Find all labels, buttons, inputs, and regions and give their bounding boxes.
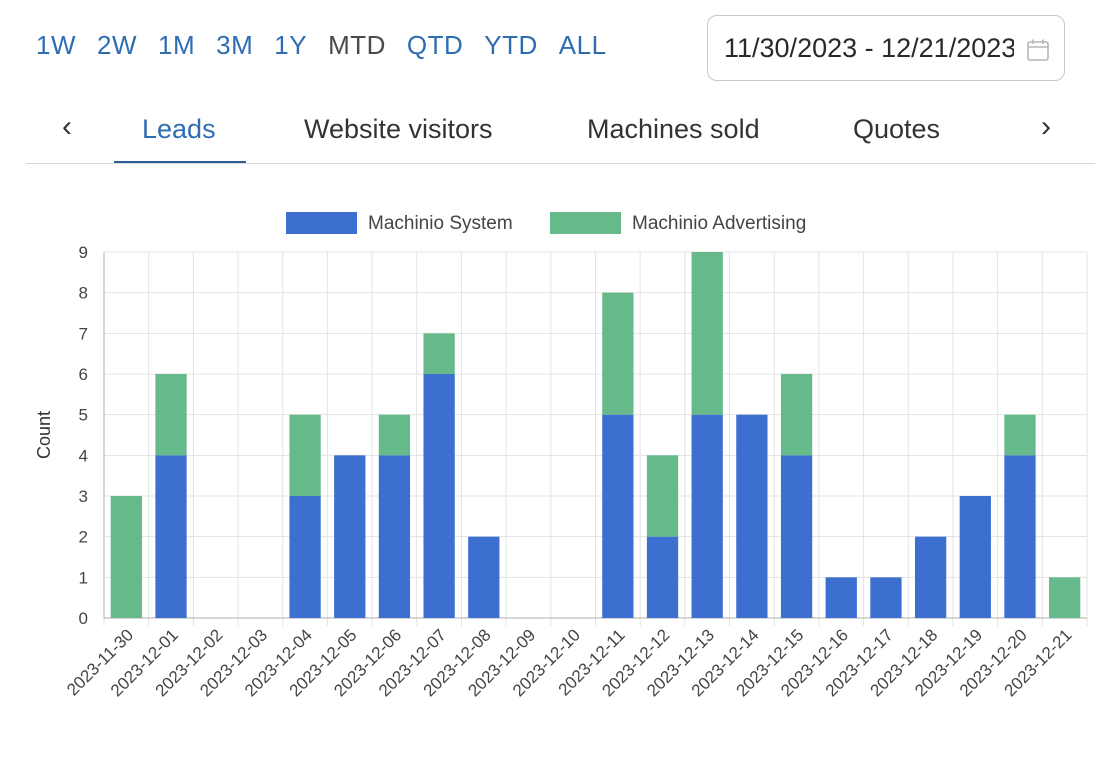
- bar-system: [289, 496, 321, 618]
- bar-system: [468, 536, 500, 618]
- bar-system: [155, 455, 187, 618]
- y-tick-label: 9: [79, 243, 88, 262]
- range-button-ytd[interactable]: YTD: [484, 30, 538, 60]
- legend-swatch: [286, 212, 357, 234]
- bar-system: [914, 536, 947, 618]
- bar-system: [780, 455, 813, 618]
- bar-system: [646, 536, 679, 618]
- range-button-qtd[interactable]: QTD: [406, 30, 464, 60]
- y-tick-label: 1: [79, 568, 88, 587]
- chevron-left-icon[interactable]: ‹: [62, 110, 72, 143]
- range-button-all[interactable]: ALL: [558, 30, 607, 60]
- metric-tabs: ‹ Leads Website visitors Machines sold Q…: [0, 100, 1101, 166]
- bar-advertising: [423, 333, 455, 374]
- tab-quotes[interactable]: Quotes: [853, 114, 941, 144]
- y-axis-label: Count: [34, 411, 54, 459]
- bar-advertising: [691, 252, 723, 415]
- bar-system: [423, 374, 455, 618]
- bar-advertising: [110, 496, 142, 618]
- y-tick-label: 2: [79, 528, 88, 547]
- bar-advertising: [602, 292, 634, 415]
- y-tick-label: 5: [79, 406, 88, 425]
- bar-system: [870, 577, 902, 618]
- range-button-mtd[interactable]: MTD: [328, 30, 386, 60]
- chevron-right-icon[interactable]: ›: [1041, 110, 1051, 143]
- active-tab-indicator: [114, 161, 246, 164]
- legend-swatch: [550, 212, 621, 234]
- bar-system: [959, 496, 991, 618]
- bar-advertising: [155, 374, 187, 456]
- bar-advertising: [646, 455, 679, 537]
- date-range-picker[interactable]: 11/30/2023 - 12/21/2023: [707, 15, 1065, 81]
- y-tick-label: 8: [79, 284, 88, 303]
- tab-machines-sold[interactable]: Machines sold: [587, 114, 760, 144]
- bar-advertising: [1004, 414, 1036, 456]
- bar-system: [825, 577, 857, 618]
- bar-advertising: [1049, 577, 1081, 618]
- y-tick-label: 0: [79, 609, 88, 628]
- bar-advertising: [289, 414, 321, 496]
- bar-advertising: [780, 374, 813, 456]
- tabs-divider: [26, 163, 1095, 164]
- bar-system: [334, 455, 366, 618]
- y-tick-label: 3: [79, 487, 88, 506]
- calendar-icon[interactable]: [1026, 38, 1050, 67]
- range-button-1w[interactable]: 1W: [36, 30, 76, 60]
- bar-system: [736, 414, 768, 618]
- bar-system: [602, 414, 634, 618]
- bar-system: [691, 414, 723, 618]
- legend-label: Machinio Advertising: [632, 213, 806, 234]
- legend-label: Machinio System: [368, 213, 513, 234]
- tab-leads[interactable]: Leads: [142, 114, 216, 144]
- bar-system: [1004, 455, 1036, 618]
- y-tick-label: 6: [79, 365, 88, 384]
- range-button-2w[interactable]: 2W: [97, 30, 137, 60]
- range-button-1m[interactable]: 1M: [158, 30, 196, 60]
- bar-system: [378, 455, 411, 618]
- bar-advertising: [378, 414, 411, 456]
- y-tick-label: 7: [79, 324, 88, 343]
- y-tick-label: 4: [79, 446, 88, 465]
- date-range-value: 11/30/2023 - 12/21/2023: [724, 32, 1014, 63]
- range-selector: 1W 2W 1M 3M 1Y MTD QTD YTD ALL: [36, 30, 628, 61]
- leads-bar-chart: 01234567892023-11-302023-12-012023-12-02…: [34, 212, 1088, 700]
- tab-website-visitors[interactable]: Website visitors: [304, 114, 493, 144]
- range-button-3m[interactable]: 3M: [216, 30, 254, 60]
- range-button-1y[interactable]: 1Y: [274, 30, 308, 60]
